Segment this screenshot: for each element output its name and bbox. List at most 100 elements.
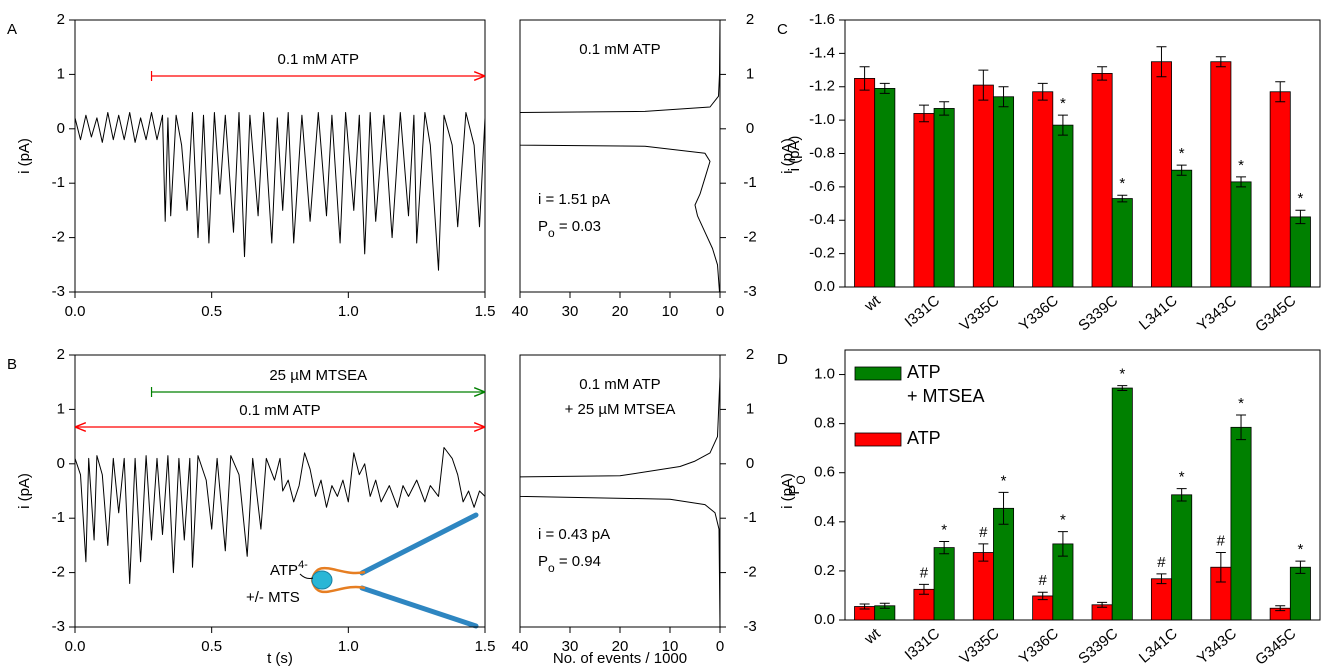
error-bar bbox=[939, 540, 950, 555]
significance-mark: * bbox=[1119, 175, 1125, 192]
legend-entry: ATP bbox=[907, 428, 941, 448]
error-bar bbox=[978, 69, 989, 101]
inset-ion-name: ATP bbox=[270, 562, 298, 579]
bar bbox=[1150, 578, 1172, 621]
legend-label: ATP bbox=[907, 428, 941, 448]
y-axis-label: i (pA) bbox=[786, 136, 803, 172]
inset-label: +/- MTS bbox=[246, 589, 300, 606]
significance-mark: * bbox=[1297, 541, 1303, 558]
y-tick-label: -3 bbox=[52, 283, 65, 300]
y-tick-label: 1.0 bbox=[814, 366, 835, 383]
y-tick-label: -1 bbox=[52, 509, 65, 526]
bar bbox=[854, 78, 876, 288]
y-tick-label: 2 bbox=[746, 11, 754, 28]
x-tick-label: 40 bbox=[512, 303, 529, 320]
y-tick-label: -3 bbox=[52, 618, 65, 635]
open-probability-main: P bbox=[538, 553, 548, 570]
error-bar bbox=[1176, 164, 1187, 176]
arrow-label: 25 µM MTSEA bbox=[269, 367, 367, 384]
x-tick-label: 0.5 bbox=[201, 303, 222, 320]
x-tick-label: I331C bbox=[902, 292, 944, 331]
x-tick-label: 30 bbox=[562, 303, 579, 320]
trace bbox=[519, 19, 721, 293]
y-tick-label: 0.8 bbox=[814, 415, 835, 432]
x-tick-label: 1.0 bbox=[338, 303, 359, 320]
channel-cartoon bbox=[299, 512, 479, 629]
significance-mark: # bbox=[920, 564, 929, 581]
y-tick-label: 0.0 bbox=[814, 278, 835, 295]
y-tick-label: 0.0 bbox=[814, 611, 835, 628]
legend-entry: ATP + MTSEA bbox=[907, 362, 985, 406]
y-tick-label: -1 bbox=[52, 174, 65, 191]
error-bar bbox=[998, 491, 1009, 525]
x-tick-label: wt bbox=[861, 292, 885, 316]
bar bbox=[913, 113, 935, 288]
x-tick-label: 1.5 bbox=[475, 303, 496, 320]
x-tick-label: V335C bbox=[956, 292, 1002, 335]
y-axis-label-main: P bbox=[786, 485, 803, 495]
error-bar bbox=[879, 602, 890, 609]
x-tick-label: wt bbox=[861, 625, 885, 649]
x-tick-label: L341C bbox=[1136, 292, 1181, 334]
y-tick-label: -0.8 bbox=[809, 144, 835, 161]
legend-swatch bbox=[854, 366, 902, 381]
y-axis-label-sub: O bbox=[794, 475, 808, 484]
significance-mark: # bbox=[1039, 572, 1048, 589]
y-tick-label: -0.6 bbox=[809, 178, 835, 195]
error-bar bbox=[1275, 605, 1286, 612]
error-bar bbox=[1057, 114, 1068, 136]
x-tick-label: Y336C bbox=[1016, 292, 1062, 335]
bar bbox=[1210, 61, 1232, 288]
y-axis-label: PO bbox=[786, 475, 808, 494]
y-tick-label: -2 bbox=[743, 229, 756, 246]
y-tick-label: -1.2 bbox=[809, 78, 835, 95]
x-axis-label: t (s) bbox=[267, 650, 293, 667]
significance-mark: * bbox=[1001, 472, 1007, 489]
y-axis-label: i (pA) bbox=[779, 138, 796, 174]
y-tick-label: -1 bbox=[743, 174, 756, 191]
y-tick-label: 1 bbox=[746, 65, 754, 82]
error-bar bbox=[1057, 531, 1068, 557]
error-bar bbox=[1156, 573, 1167, 585]
error-bar bbox=[918, 583, 929, 595]
error-bar bbox=[879, 82, 890, 94]
bar bbox=[1230, 181, 1252, 288]
y-tick-label: -2 bbox=[52, 229, 65, 246]
bar bbox=[933, 547, 955, 621]
bar bbox=[1289, 566, 1311, 621]
error-bar bbox=[1097, 66, 1108, 81]
bar bbox=[993, 507, 1015, 621]
y-tick-label: -0.4 bbox=[809, 211, 835, 228]
inset-ion-charge: 4- bbox=[298, 559, 308, 571]
y-tick-label: 0.6 bbox=[814, 464, 835, 481]
plot-frame bbox=[519, 354, 721, 628]
error-bar bbox=[1236, 176, 1247, 188]
arrow-label: 0.1 mM ATP bbox=[239, 402, 320, 419]
significance-mark: # bbox=[1157, 554, 1166, 571]
x-tick-label: 20 bbox=[612, 638, 629, 655]
significance-mark: * bbox=[1297, 190, 1303, 207]
significance-mark: # bbox=[979, 524, 988, 541]
x-axis-label: No. of events / 1000 bbox=[553, 650, 687, 667]
y-tick-label: 1 bbox=[746, 400, 754, 417]
y-tick-label: -1.0 bbox=[809, 111, 835, 128]
bar bbox=[1230, 426, 1252, 621]
current-value: i = 1.51 pA bbox=[538, 191, 610, 208]
y-tick-label: -3 bbox=[743, 618, 756, 635]
annotation: + 25 µM MTSEA bbox=[565, 401, 676, 418]
current-value: i = 0.43 pA bbox=[538, 526, 610, 543]
trace bbox=[519, 376, 721, 628]
error-bar bbox=[1037, 82, 1048, 101]
legend-label: ATP + MTSEA bbox=[907, 362, 985, 406]
error-bar bbox=[1295, 209, 1306, 225]
x-tick-label: 20 bbox=[612, 303, 629, 320]
error-bar bbox=[859, 603, 870, 610]
x-tick-label: L341C bbox=[1136, 625, 1181, 667]
y-tick-label: 0 bbox=[746, 120, 754, 137]
error-bar bbox=[1097, 601, 1108, 608]
trace bbox=[74, 447, 486, 584]
y-axis-label: i (pA) bbox=[16, 473, 33, 509]
x-tick-label: 10 bbox=[662, 303, 679, 320]
significance-mark: * bbox=[1179, 145, 1185, 162]
